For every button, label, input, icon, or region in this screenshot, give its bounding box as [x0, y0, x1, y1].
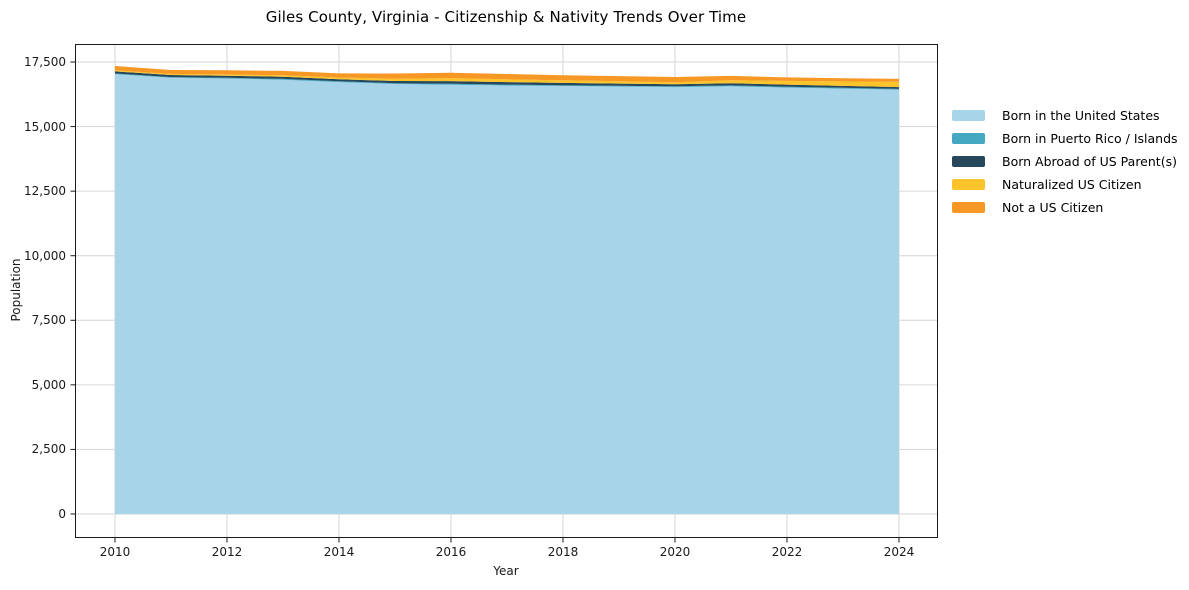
area-series-3 [115, 70, 899, 88]
y-tick-label: 0 [58, 507, 66, 521]
legend-item: Born Abroad of US Parent(s) [952, 150, 1178, 173]
legend-swatch-icon [952, 202, 985, 213]
legend-swatch-icon [952, 133, 985, 144]
x-axis-label: Year [493, 564, 519, 578]
x-tick-label: 2020 [659, 545, 691, 559]
x-tick-label: 2016 [435, 545, 467, 559]
legend-label: Born Abroad of US Parent(s) [1002, 154, 1177, 169]
y-tick-label: 12,500 [24, 184, 66, 199]
plot-border [75, 44, 938, 538]
y-tick-label: 7,500 [31, 313, 66, 328]
y-tick-label: 2,500 [31, 442, 66, 457]
y-tick-label: 15,000 [24, 119, 66, 134]
legend-item: Born in the United States [952, 104, 1178, 127]
area-series-0 [115, 74, 899, 514]
legend-item: Naturalized US Citizen [952, 173, 1178, 196]
legend-label: Born in Puerto Rico / Islands [1002, 131, 1178, 146]
area-series-2 [115, 71, 899, 89]
y-tick-label: 17,500 [24, 55, 66, 69]
y-tick-label: 10,000 [24, 248, 66, 263]
x-tick-label: 2012 [211, 545, 243, 559]
legend-item: Born in Puerto Rico / Islands [952, 127, 1178, 150]
y-tick-label: 5,000 [31, 377, 66, 392]
legend-label: Naturalized US Citizen [1002, 177, 1142, 192]
x-tick-label: 2024 [883, 545, 915, 559]
legend-label: Born in the United States [1002, 108, 1160, 123]
legend-swatch-icon [952, 179, 985, 190]
legend-label: Not a US Citizen [1002, 200, 1104, 215]
legend: Born in the United States Born in Puerto … [952, 104, 1178, 219]
x-tick-label: 2014 [323, 545, 355, 559]
chart-title: Giles County, Virginia - Citizenship & N… [265, 8, 747, 26]
x-tick-label: 2010 [99, 545, 131, 559]
area-series-4 [115, 66, 899, 83]
legend-item: Not a US Citizen [952, 196, 1178, 219]
area-series-1 [115, 73, 899, 90]
x-tick-label: 2022 [771, 545, 803, 559]
legend-swatch-icon [952, 110, 985, 121]
legend-swatch-icon [952, 156, 985, 167]
x-tick-label: 2018 [547, 545, 579, 559]
